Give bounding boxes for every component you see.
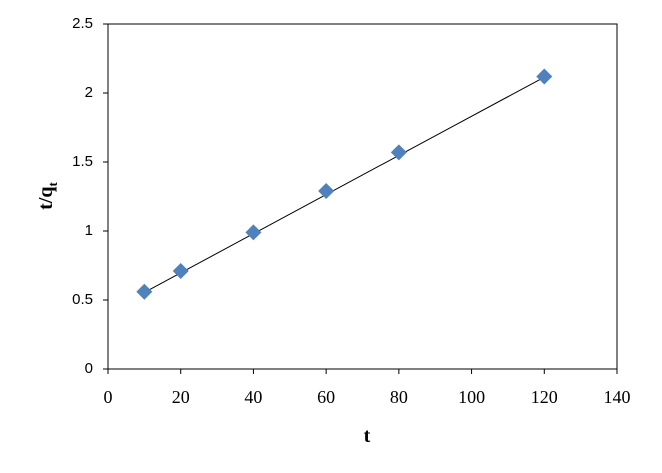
y-tick-label: 1.5 xyxy=(72,153,93,170)
data-point xyxy=(536,68,553,85)
x-tick-label: 120 xyxy=(531,387,558,407)
y-label-main: t/q xyxy=(35,187,57,210)
x-tick-label: 40 xyxy=(244,387,262,407)
y-tick-label: 1 xyxy=(85,222,93,239)
y-label-sub: t xyxy=(45,182,60,187)
y-axis-label: t/qt xyxy=(35,182,60,210)
x-tick-label: 60 xyxy=(317,387,335,407)
x-axis-label: t xyxy=(364,425,371,447)
x-tick-label: 100 xyxy=(458,387,485,407)
x-tick-label: 20 xyxy=(172,387,190,407)
x-tick-label: 80 xyxy=(390,387,408,407)
data-point xyxy=(318,182,335,199)
data-point xyxy=(172,263,189,280)
data-point xyxy=(136,283,153,300)
y-tick-label: 0 xyxy=(85,360,93,377)
y-tick-label: 0.5 xyxy=(72,291,93,308)
data-point xyxy=(390,144,407,161)
y-tick-label: 2.5 xyxy=(72,15,93,32)
trendline xyxy=(144,76,545,293)
x-tick-label: 0 xyxy=(104,387,113,407)
x-tick-label: 140 xyxy=(604,387,631,407)
y-tick-label: 2 xyxy=(85,84,93,101)
data-point xyxy=(245,224,262,241)
plot-frame xyxy=(107,23,618,370)
